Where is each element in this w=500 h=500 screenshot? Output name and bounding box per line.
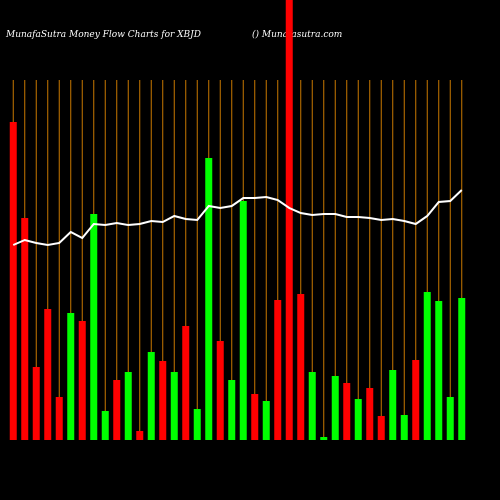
bar <box>239 201 247 440</box>
bar <box>147 352 155 440</box>
bar <box>297 294 305 440</box>
bar <box>9 122 17 440</box>
line <box>12 189 463 247</box>
bar <box>159 361 167 440</box>
bar <box>458 298 466 440</box>
bar <box>55 397 63 440</box>
bar <box>251 394 259 440</box>
bar <box>170 372 178 440</box>
bar <box>320 437 328 440</box>
chart-subtitle: () Munafasutra.com <box>252 29 342 40</box>
bar <box>21 218 29 440</box>
bar <box>343 383 351 440</box>
bar <box>274 300 282 440</box>
bar <box>78 321 86 440</box>
bar <box>101 411 109 440</box>
bar <box>308 372 316 440</box>
bar <box>44 309 52 440</box>
bar <box>412 360 420 440</box>
bar <box>377 416 385 440</box>
bar <box>113 380 121 440</box>
bar <box>262 401 270 440</box>
bar <box>193 409 201 440</box>
bar <box>423 292 431 440</box>
bar <box>216 341 224 440</box>
bar <box>136 431 144 440</box>
bar <box>67 313 75 440</box>
bar <box>182 326 190 440</box>
bar <box>285 0 293 440</box>
chart-title: MunafaSutra Money Flow Charts for XBJD <box>5 30 201 40</box>
bar <box>205 158 213 440</box>
bar <box>435 301 443 440</box>
bar <box>354 399 362 440</box>
bar <box>32 367 40 440</box>
bar <box>446 397 454 440</box>
bar <box>366 388 374 440</box>
bar <box>400 415 408 440</box>
bar <box>124 372 132 440</box>
bar <box>389 370 397 440</box>
bar <box>331 376 339 440</box>
bar <box>90 214 98 440</box>
bar <box>228 380 236 440</box>
